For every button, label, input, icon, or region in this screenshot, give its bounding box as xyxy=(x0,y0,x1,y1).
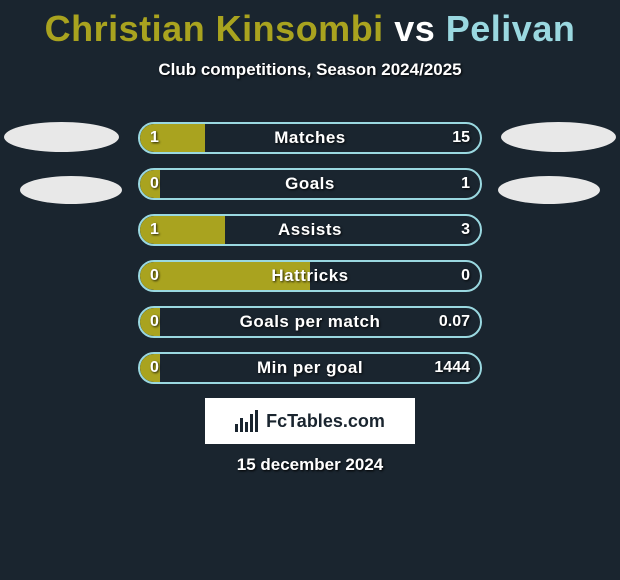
stat-row: 1 Matches 15 xyxy=(138,122,482,154)
stat-value-right: 15 xyxy=(452,124,470,152)
vs-text: vs xyxy=(394,8,435,49)
stat-label: Assists xyxy=(140,216,480,244)
stat-value-right: 3 xyxy=(461,216,470,244)
stat-row: 0 Hattricks 0 xyxy=(138,260,482,292)
player2-avatar-shape-bottom xyxy=(498,176,600,204)
player1-name: Christian Kinsombi xyxy=(45,8,384,49)
stat-row: 0 Min per goal 1444 xyxy=(138,352,482,384)
player1-avatar-shape-bottom xyxy=(20,176,122,204)
stat-row: 0 Goals 1 xyxy=(138,168,482,200)
stat-rows: 1 Matches 15 0 Goals 1 1 Assists 3 0 Hat… xyxy=(138,122,482,398)
source-logo: FcTables.com xyxy=(205,398,415,444)
player2-avatar-shape-top xyxy=(501,122,616,152)
stat-label: Matches xyxy=(140,124,480,152)
stat-label: Hattricks xyxy=(140,262,480,290)
logo-text: FcTables.com xyxy=(266,411,385,432)
stat-value-right: 1 xyxy=(461,170,470,198)
stat-label: Goals per match xyxy=(140,308,480,336)
subtitle: Club competitions, Season 2024/2025 xyxy=(0,60,620,80)
stat-value-right: 0 xyxy=(461,262,470,290)
comparison-title: Christian Kinsombi vs Pelivan xyxy=(0,0,620,50)
logo-bars-icon xyxy=(235,410,258,432)
stat-row: 1 Assists 3 xyxy=(138,214,482,246)
stat-label: Goals xyxy=(140,170,480,198)
player2-name: Pelivan xyxy=(446,8,576,49)
player1-avatar-shape-top xyxy=(4,122,119,152)
stat-value-right: 0.07 xyxy=(439,308,470,336)
date-text: 15 december 2024 xyxy=(0,455,620,475)
stat-label: Min per goal xyxy=(140,354,480,382)
stat-row: 0 Goals per match 0.07 xyxy=(138,306,482,338)
stat-value-right: 1444 xyxy=(434,354,470,382)
